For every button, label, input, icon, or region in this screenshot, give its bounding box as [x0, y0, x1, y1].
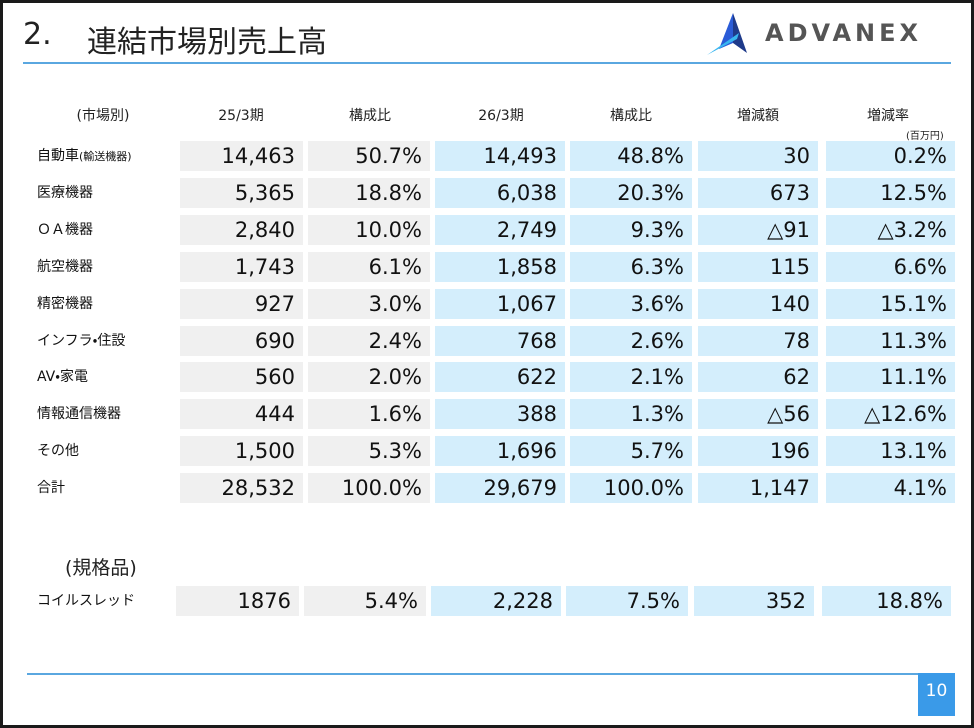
table-cell: 100.0% — [570, 473, 692, 504]
header-rule — [23, 62, 951, 64]
column-header: 構成比 — [349, 108, 391, 124]
table-cell: 5.3% — [308, 436, 430, 467]
table-cell: 560 — [180, 362, 303, 393]
logo-text: ADVANEX — [765, 19, 922, 47]
table-cell: 7.5% — [566, 586, 688, 616]
column-header: 増減率 — [867, 108, 909, 124]
table-cell: 768 — [435, 325, 565, 356]
table-cell: 11.3% — [826, 325, 955, 356]
table-cell: 2.0% — [308, 362, 430, 393]
table-cell: △56 — [698, 399, 818, 430]
table-cell: 444 — [180, 399, 303, 430]
table-cell: △3.2% — [826, 214, 955, 245]
table-cell: 2,228 — [431, 586, 561, 616]
row-label: ＯＡ機器 — [37, 221, 93, 238]
column-header: 25/3期 — [218, 108, 264, 124]
table-cell: 140 — [698, 288, 818, 319]
footer-rule — [27, 673, 952, 675]
title-number: 2. — [23, 17, 52, 52]
row-label: AV・家電 — [37, 369, 89, 386]
logo-icon — [707, 13, 747, 55]
table-cell: 1.6% — [308, 399, 430, 430]
table-cell: △12.6% — [826, 399, 955, 430]
row-label: 合計 — [37, 480, 65, 497]
row-label-note: (輸送機器) — [79, 150, 132, 163]
table-cell: 1,147 — [698, 473, 818, 504]
table-cell: 5.7% — [570, 436, 692, 467]
table-cell: 4.1% — [826, 473, 955, 504]
table-cell: 28,532 — [180, 473, 303, 504]
table-cell: 927 — [180, 288, 303, 319]
table-cell: 6.3% — [570, 251, 692, 282]
table-cell: 29,679 — [435, 473, 565, 504]
unit: (百万円) — [906, 131, 944, 142]
table-cell: 2,840 — [180, 214, 303, 245]
column-header: (市場別) — [76, 108, 130, 124]
table-cell: 20.3% — [570, 177, 692, 208]
table-cell: 2.1% — [570, 362, 692, 393]
table-cell: 1,743 — [180, 251, 303, 282]
column-header: 26/3期 — [478, 108, 524, 124]
column-header: 増減額 — [737, 108, 779, 124]
page-number: 10 — [918, 673, 955, 716]
table-cell: 0.2% — [826, 141, 955, 171]
title: 連結市場別売上高 — [87, 25, 327, 60]
table-cell: 6.6% — [826, 251, 955, 282]
row-label: 医療機器 — [37, 184, 93, 201]
row-label: 精密機器 — [37, 295, 93, 312]
table-cell: 18.8% — [308, 177, 430, 208]
table-cell: 12.5% — [826, 177, 955, 208]
table-cell: 1,858 — [435, 251, 565, 282]
table-cell: 1876 — [176, 586, 299, 616]
row-label: 自動車(輸送機器) — [37, 148, 132, 164]
table-cell: 18.8% — [822, 586, 951, 616]
table-cell: 3.6% — [570, 288, 692, 319]
table-cell: 10.0% — [308, 214, 430, 245]
table-cell: 622 — [435, 362, 565, 393]
row-label: インフラ・住設 — [37, 332, 126, 349]
column-header: 構成比 — [610, 108, 652, 124]
table-cell: 11.1% — [826, 362, 955, 393]
table-cell: 1,696 — [435, 436, 565, 467]
table-cell: 673 — [698, 177, 818, 208]
table-cell: 1,067 — [435, 288, 565, 319]
table-cell: 50.7% — [308, 141, 430, 171]
table-cell: 15.1% — [826, 288, 955, 319]
table-cell: 690 — [180, 325, 303, 356]
table-cell: 3.0% — [308, 288, 430, 319]
row-label: 航空機器 — [37, 258, 93, 275]
table-cell: 388 — [435, 399, 565, 430]
table-cell: 78 — [698, 325, 818, 356]
table-cell: 30 — [698, 141, 818, 171]
table-cell: △91 — [698, 214, 818, 245]
table-cell: 14,463 — [180, 141, 303, 171]
table-cell: 2,749 — [435, 214, 565, 245]
table-cell: 352 — [694, 586, 814, 616]
section-title: (規格品) — [65, 557, 137, 579]
table-cell: 6,038 — [435, 177, 565, 208]
row-label: 情報通信機器 — [37, 406, 121, 423]
table-cell: 5,365 — [180, 177, 303, 208]
table-cell: 1,500 — [180, 436, 303, 467]
table-cell: 14,493 — [435, 141, 565, 171]
table-cell: 2.6% — [570, 325, 692, 356]
table-cell: 196 — [698, 436, 818, 467]
table-cell: 115 — [698, 251, 818, 282]
table-cell: 62 — [698, 362, 818, 393]
table-cell: 48.8% — [570, 141, 692, 171]
table-cell: 100.0% — [308, 473, 430, 504]
table-cell: 6.1% — [308, 251, 430, 282]
table-cell: 1.3% — [570, 399, 692, 430]
table-cell: 9.3% — [570, 214, 692, 245]
table-cell: 2.4% — [308, 325, 430, 356]
row-label: その他 — [37, 443, 79, 460]
table-cell: 13.1% — [826, 436, 955, 467]
table-cell: 5.4% — [304, 586, 426, 616]
row-label: コイルスレッド — [37, 593, 135, 609]
